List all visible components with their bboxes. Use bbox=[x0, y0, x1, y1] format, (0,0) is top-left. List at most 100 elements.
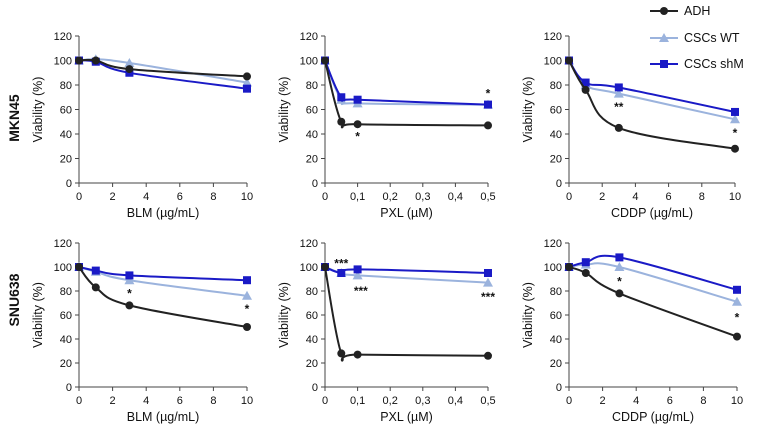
x-tick-label: 10 bbox=[241, 395, 253, 407]
data-point-cscs-shm bbox=[484, 269, 492, 277]
y-tick-label: 60 bbox=[306, 310, 318, 322]
data-point-cscs-wt bbox=[352, 270, 363, 280]
y-axis-label: Viability (%) bbox=[31, 282, 45, 348]
data-point-cscs-wt bbox=[124, 57, 135, 67]
y-tick-label: 40 bbox=[550, 334, 562, 346]
data-point-adh bbox=[615, 289, 624, 298]
data-point-cscs-shm bbox=[614, 83, 623, 92]
significance-mark: ** bbox=[614, 100, 624, 114]
data-point-adh bbox=[353, 350, 362, 359]
significance-mark: * bbox=[127, 286, 132, 300]
y-tick-label: 100 bbox=[54, 262, 72, 274]
data-point-adh bbox=[125, 301, 134, 310]
data-point-cscs-shm bbox=[337, 269, 346, 277]
x-tick-label: 4 bbox=[632, 191, 638, 203]
y-tick-label: 40 bbox=[306, 334, 318, 346]
series-line-cscs-shm bbox=[568, 254, 738, 291]
y-tick-label: 120 bbox=[544, 238, 562, 250]
y-tick-label: 40 bbox=[60, 129, 72, 141]
data-point-adh bbox=[91, 56, 100, 65]
significance-mark: *** bbox=[334, 256, 348, 270]
x-tick-label: 0,4 bbox=[448, 191, 463, 203]
significance-mark: * bbox=[486, 87, 491, 101]
data-point-adh bbox=[125, 65, 134, 74]
significance-mark: *** bbox=[354, 284, 368, 298]
x-tick-label: 10 bbox=[241, 191, 253, 203]
data-point-adh bbox=[614, 123, 623, 132]
y-tick-label: 60 bbox=[306, 105, 318, 117]
legend-label-cscs-shm: CSCs shM bbox=[684, 57, 744, 71]
x-tick-label: 0,2 bbox=[383, 395, 398, 407]
series-line-adh bbox=[568, 266, 738, 338]
y-tick-label: 20 bbox=[550, 154, 562, 166]
legend-marker-adh bbox=[660, 7, 668, 15]
y-tick-label: 60 bbox=[550, 105, 562, 117]
y-tick-label: 60 bbox=[550, 310, 562, 322]
x-tick-label: 0 bbox=[76, 191, 82, 203]
y-tick-label: 0 bbox=[312, 382, 318, 394]
x-axis-label: PXL (µM) bbox=[380, 410, 433, 424]
data-point-cscs-wt bbox=[732, 296, 742, 306]
x-axis-label: PXL (µM) bbox=[380, 206, 433, 220]
series-line-adh bbox=[78, 266, 248, 328]
y-tick-label: 0 bbox=[556, 382, 562, 394]
y-tick-label: 120 bbox=[54, 238, 72, 250]
y-tick-label: 60 bbox=[60, 310, 72, 322]
y-tick-label: 80 bbox=[60, 80, 72, 92]
x-tick-label: 2 bbox=[599, 191, 605, 203]
x-axis-label: BLM (µg/mL) bbox=[127, 206, 200, 220]
series-line-adh bbox=[568, 60, 736, 150]
y-tick-label: 80 bbox=[550, 286, 562, 298]
x-tick-label: 2 bbox=[110, 395, 116, 407]
significance-mark: *** bbox=[481, 290, 495, 304]
y-tick-label: 80 bbox=[306, 286, 318, 298]
series-line-cscs-shm bbox=[324, 266, 489, 275]
x-tick-label: 0,4 bbox=[448, 395, 463, 407]
x-tick-label: 10 bbox=[729, 191, 741, 203]
y-axis-label: Viability (%) bbox=[521, 77, 535, 143]
y-tick-label: 40 bbox=[60, 334, 72, 346]
y-tick-label: 20 bbox=[60, 358, 72, 370]
data-point-cscs-shm bbox=[337, 93, 346, 102]
legend-entry-adh: ADH bbox=[650, 4, 710, 18]
chart-mkn45-pxl: 0 20 40 60 80 100 120 0 0,1 0,2 0,3 0,4 0,5 PXL (µM) V… bbox=[277, 31, 496, 220]
y-tick-label: 20 bbox=[550, 358, 562, 370]
data-point-cscs-shm bbox=[581, 258, 590, 267]
x-tick-label: 6 bbox=[666, 191, 672, 203]
x-tick-label: 0,3 bbox=[415, 395, 430, 407]
x-axis-label: CDDP (µg/mL) bbox=[611, 206, 693, 220]
significance-mark: * bbox=[617, 274, 622, 288]
data-point-cscs-wt bbox=[242, 290, 252, 300]
data-point-cscs-shm bbox=[353, 95, 362, 104]
data-point-cscs-shm bbox=[353, 265, 362, 274]
data-point-adh bbox=[581, 85, 590, 94]
x-tick-label: 0 bbox=[566, 395, 572, 407]
x-tick-label: 8 bbox=[210, 395, 216, 407]
data-point-adh bbox=[565, 56, 573, 65]
data-point-adh bbox=[75, 263, 83, 271]
y-tick-label: 40 bbox=[550, 129, 562, 141]
y-tick-label: 20 bbox=[306, 154, 318, 166]
x-tick-label: 0,2 bbox=[383, 191, 398, 203]
data-point-cscs-shm bbox=[733, 285, 741, 294]
x-tick-label: 0,5 bbox=[480, 191, 495, 203]
data-point-adh bbox=[337, 117, 346, 126]
chart-mkn45-cddp: 0 20 40 60 80 100 120 0 2 4 6 8 10 CDDP (µg/mL) Viabil… bbox=[521, 31, 741, 220]
data-point-cscs-wt bbox=[124, 275, 135, 285]
x-tick-label: 8 bbox=[700, 395, 706, 407]
y-tick-label: 100 bbox=[300, 262, 318, 274]
significance-mark: * bbox=[245, 302, 250, 316]
series-line-adh bbox=[324, 266, 489, 362]
x-tick-label: 0,5 bbox=[480, 395, 495, 407]
data-point-adh bbox=[337, 349, 346, 358]
legend: ADH CSCs WT CSCs shM bbox=[650, 4, 744, 71]
x-tick-label: 0 bbox=[322, 191, 328, 203]
legend-entry-cscs-wt: CSCs WT bbox=[650, 31, 740, 45]
y-tick-label: 100 bbox=[54, 56, 72, 68]
x-tick-label: 2 bbox=[110, 191, 116, 203]
series-line-adh bbox=[78, 58, 248, 78]
x-tick-label: 0,1 bbox=[350, 191, 365, 203]
x-tick-label: 6 bbox=[177, 395, 183, 407]
data-point-adh bbox=[484, 121, 492, 130]
data-point-adh bbox=[91, 283, 100, 292]
